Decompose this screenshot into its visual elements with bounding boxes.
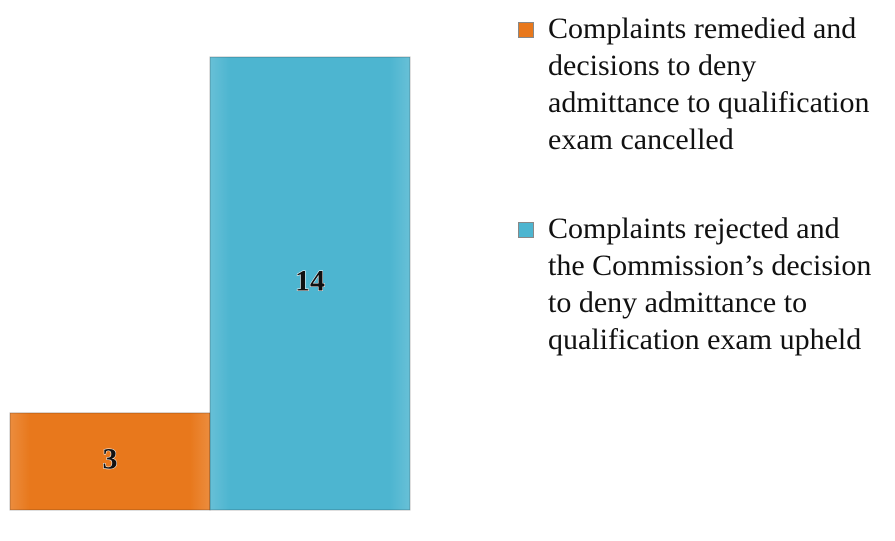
legend: Complaints remedied and decisions to den… bbox=[518, 10, 888, 410]
bar bbox=[209, 56, 411, 511]
bar bbox=[9, 412, 211, 511]
legend-label: Complaints rejected and the Commission’s… bbox=[548, 212, 872, 356]
data-label: 3 bbox=[103, 442, 118, 475]
legend-item: Complaints remedied and decisions to den… bbox=[518, 10, 878, 158]
data-label: 14 bbox=[295, 264, 325, 297]
legend-swatch bbox=[518, 222, 534, 238]
legend-item: Complaints rejected and the Commission’s… bbox=[518, 210, 878, 358]
chart: 3 14 bbox=[9, 56, 411, 511]
legend-label: Complaints remedied and decisions to den… bbox=[548, 12, 870, 156]
legend-swatch bbox=[518, 22, 534, 38]
